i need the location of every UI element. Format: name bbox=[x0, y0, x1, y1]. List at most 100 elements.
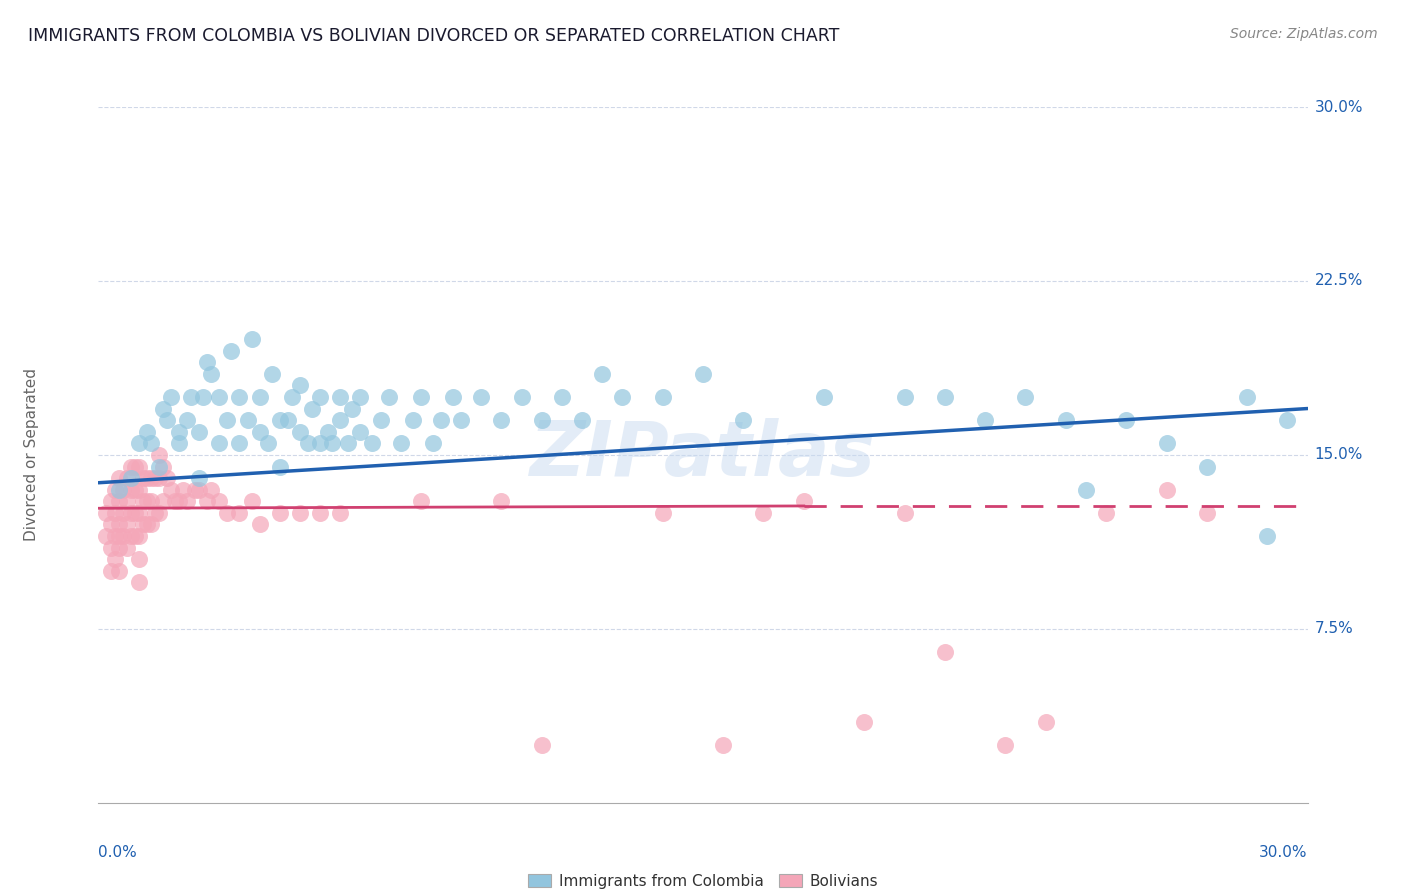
Point bbox=[422, 436, 444, 450]
Point bbox=[120, 529, 142, 543]
Point bbox=[236, 413, 259, 427]
Point bbox=[156, 471, 179, 485]
Point bbox=[974, 413, 997, 427]
Point bbox=[128, 575, 150, 590]
Point bbox=[288, 425, 311, 439]
Point bbox=[1054, 413, 1077, 427]
Point bbox=[107, 529, 129, 543]
Point bbox=[409, 494, 432, 508]
Point bbox=[128, 483, 150, 497]
Point bbox=[107, 541, 129, 555]
Point bbox=[228, 390, 250, 404]
Point bbox=[135, 494, 157, 508]
Point bbox=[329, 506, 352, 520]
Point bbox=[160, 390, 183, 404]
Point bbox=[115, 471, 138, 485]
Point bbox=[135, 471, 157, 485]
Point bbox=[277, 413, 299, 427]
Point bbox=[128, 552, 150, 566]
Point bbox=[208, 390, 231, 404]
Point bbox=[139, 517, 162, 532]
Point bbox=[200, 367, 222, 381]
Point bbox=[281, 390, 304, 404]
Point bbox=[132, 471, 155, 485]
Point bbox=[329, 413, 352, 427]
Text: ZIPatlas: ZIPatlas bbox=[530, 418, 876, 491]
Point bbox=[148, 506, 170, 520]
Point bbox=[167, 436, 190, 450]
Point bbox=[430, 413, 453, 427]
Point bbox=[752, 506, 775, 520]
Point bbox=[321, 436, 343, 450]
Point bbox=[256, 436, 278, 450]
Point bbox=[733, 413, 755, 427]
Point bbox=[103, 506, 125, 520]
Point bbox=[1236, 390, 1258, 404]
Point bbox=[167, 494, 190, 508]
Point bbox=[240, 494, 263, 508]
Point bbox=[195, 494, 218, 508]
Text: 30.0%: 30.0% bbox=[1260, 845, 1308, 860]
Point bbox=[228, 436, 250, 450]
Point bbox=[188, 483, 211, 497]
Point bbox=[124, 529, 146, 543]
Point bbox=[1195, 459, 1218, 474]
Point bbox=[188, 425, 211, 439]
Point bbox=[124, 459, 146, 474]
Point bbox=[389, 436, 412, 450]
Point bbox=[152, 494, 174, 508]
Point bbox=[893, 390, 915, 404]
Text: Divorced or Separated: Divorced or Separated bbox=[24, 368, 39, 541]
Point bbox=[793, 494, 815, 508]
Point bbox=[103, 483, 125, 497]
Text: 30.0%: 30.0% bbox=[1315, 100, 1362, 114]
Point bbox=[217, 413, 239, 427]
Point bbox=[124, 506, 146, 520]
Point bbox=[510, 390, 533, 404]
Point bbox=[711, 738, 734, 752]
Point bbox=[120, 471, 142, 485]
Point bbox=[139, 471, 162, 485]
Point bbox=[180, 390, 202, 404]
Point bbox=[107, 483, 129, 497]
Point bbox=[1035, 714, 1057, 729]
Point bbox=[377, 390, 399, 404]
Point bbox=[1256, 529, 1278, 543]
Point bbox=[156, 413, 179, 427]
Point bbox=[163, 494, 186, 508]
Point bbox=[176, 494, 198, 508]
Point bbox=[551, 390, 574, 404]
Point bbox=[571, 413, 593, 427]
Point bbox=[349, 425, 371, 439]
Point bbox=[120, 483, 142, 497]
Point bbox=[120, 459, 142, 474]
Point bbox=[124, 483, 146, 497]
Point bbox=[309, 506, 332, 520]
Point bbox=[172, 483, 194, 497]
Point bbox=[651, 506, 673, 520]
Point bbox=[143, 506, 166, 520]
Point bbox=[115, 494, 138, 508]
Point bbox=[470, 390, 492, 404]
Point bbox=[96, 506, 118, 520]
Point bbox=[103, 552, 125, 566]
Point bbox=[402, 413, 425, 427]
Point bbox=[135, 517, 157, 532]
Point bbox=[309, 390, 332, 404]
Point bbox=[249, 425, 271, 439]
Point bbox=[612, 390, 634, 404]
Legend: Immigrants from Colombia, Bolivians: Immigrants from Colombia, Bolivians bbox=[520, 866, 886, 892]
Point bbox=[107, 517, 129, 532]
Point bbox=[1156, 436, 1178, 450]
Point bbox=[200, 483, 222, 497]
Point bbox=[288, 506, 311, 520]
Point bbox=[188, 471, 211, 485]
Point bbox=[337, 436, 360, 450]
Point bbox=[128, 506, 150, 520]
Point bbox=[349, 390, 371, 404]
Point bbox=[139, 436, 162, 450]
Point bbox=[934, 645, 956, 659]
Text: IMMIGRANTS FROM COLOMBIA VS BOLIVIAN DIVORCED OR SEPARATED CORRELATION CHART: IMMIGRANTS FROM COLOMBIA VS BOLIVIAN DIV… bbox=[28, 27, 839, 45]
Point bbox=[160, 483, 183, 497]
Point bbox=[152, 459, 174, 474]
